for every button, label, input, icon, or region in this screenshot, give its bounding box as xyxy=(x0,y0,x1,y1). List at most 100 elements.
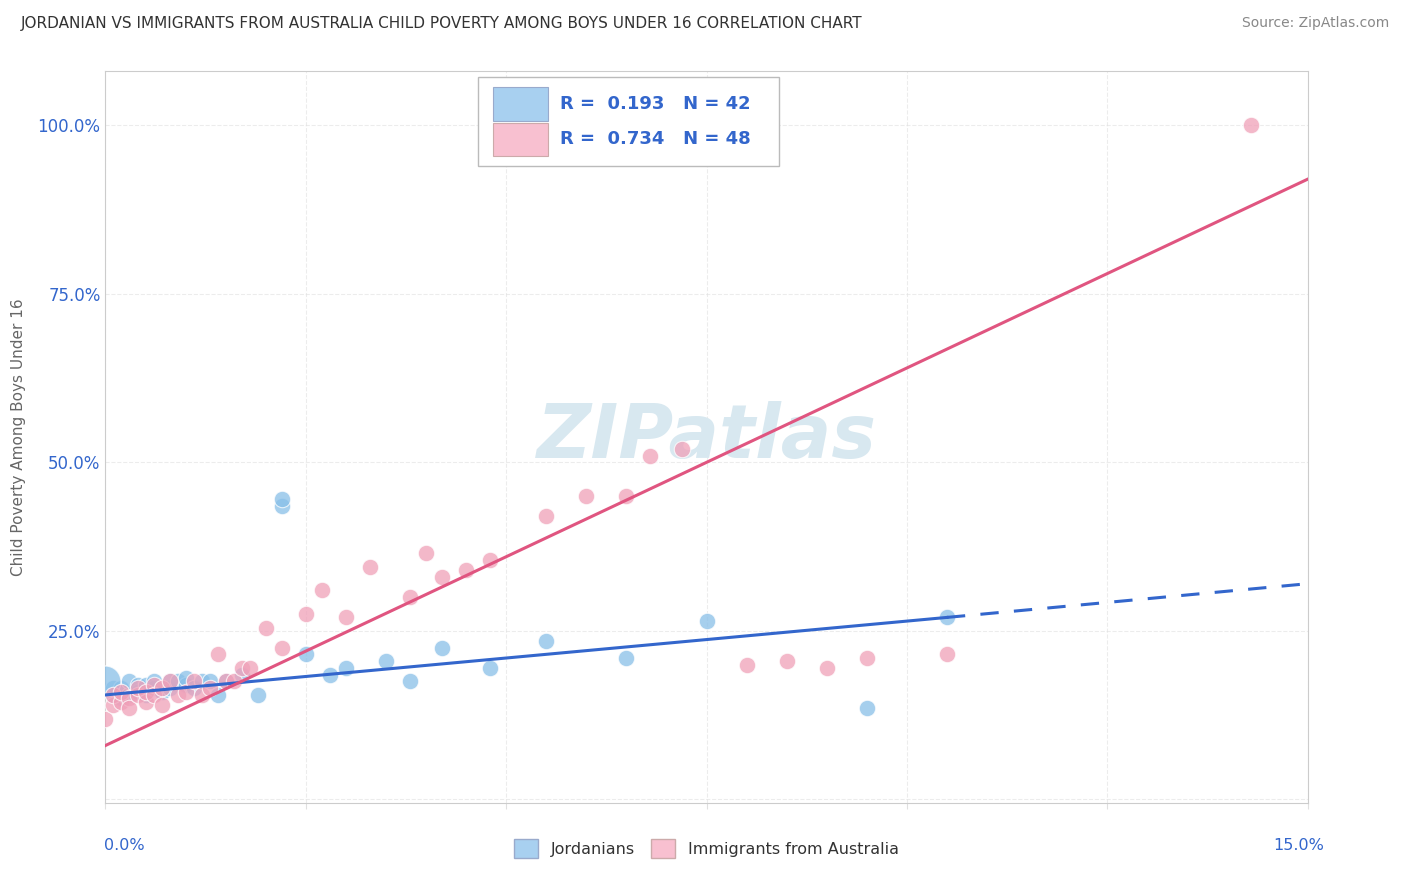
Point xyxy=(183,681,205,696)
Point xyxy=(254,621,277,635)
Point xyxy=(135,678,157,692)
Point xyxy=(616,651,638,665)
Point xyxy=(142,681,165,696)
Point xyxy=(207,648,229,662)
Point xyxy=(815,661,838,675)
Text: R =  0.734   N = 48: R = 0.734 N = 48 xyxy=(560,130,751,148)
Point xyxy=(735,657,758,672)
Point xyxy=(936,610,959,624)
Point xyxy=(415,546,437,560)
Legend: Jordanians, Immigrants from Australia: Jordanians, Immigrants from Australia xyxy=(508,833,905,864)
Point xyxy=(936,648,959,662)
Point xyxy=(616,489,638,503)
Point xyxy=(135,688,157,702)
Point xyxy=(198,681,221,696)
Point xyxy=(231,661,253,675)
Point xyxy=(150,684,173,698)
Point xyxy=(246,688,269,702)
Point xyxy=(359,559,381,574)
Point xyxy=(295,607,318,621)
Text: ZIPatlas: ZIPatlas xyxy=(537,401,876,474)
Point xyxy=(319,667,342,681)
Point xyxy=(270,499,292,513)
Text: 15.0%: 15.0% xyxy=(1274,838,1324,853)
Point xyxy=(110,684,132,698)
Point xyxy=(142,678,165,692)
Point xyxy=(399,674,422,689)
Text: Source: ZipAtlas.com: Source: ZipAtlas.com xyxy=(1241,16,1389,30)
Point xyxy=(166,688,188,702)
Point xyxy=(103,688,125,702)
Point xyxy=(295,648,318,662)
Point xyxy=(142,688,165,702)
Point xyxy=(696,614,718,628)
Point xyxy=(103,688,125,702)
Point xyxy=(335,610,357,624)
Y-axis label: Child Poverty Among Boys Under 16: Child Poverty Among Boys Under 16 xyxy=(11,298,27,576)
Point xyxy=(335,661,357,675)
Point xyxy=(103,681,125,696)
Point xyxy=(479,553,502,567)
Point xyxy=(103,698,125,712)
Point xyxy=(110,691,132,706)
Point xyxy=(534,509,557,524)
Point xyxy=(159,681,181,696)
Point xyxy=(222,674,245,689)
Point xyxy=(135,695,157,709)
Text: R =  0.193   N = 42: R = 0.193 N = 42 xyxy=(560,95,751,113)
Point xyxy=(127,681,149,696)
Point xyxy=(127,678,149,692)
Point xyxy=(311,583,333,598)
Point xyxy=(166,674,188,689)
Point xyxy=(110,684,132,698)
Point xyxy=(159,674,181,689)
Point xyxy=(198,674,221,689)
Point xyxy=(94,674,117,689)
Point xyxy=(270,492,292,507)
Point xyxy=(640,449,662,463)
Text: 0.0%: 0.0% xyxy=(104,838,145,853)
Point xyxy=(118,674,141,689)
Point xyxy=(190,674,212,689)
Point xyxy=(94,712,117,726)
Point xyxy=(776,654,799,668)
Point xyxy=(399,590,422,604)
Point xyxy=(534,634,557,648)
FancyBboxPatch shape xyxy=(492,87,548,121)
Point xyxy=(135,684,157,698)
Point xyxy=(150,681,173,696)
Text: JORDANIAN VS IMMIGRANTS FROM AUSTRALIA CHILD POVERTY AMONG BOYS UNDER 16 CORRELA: JORDANIAN VS IMMIGRANTS FROM AUSTRALIA C… xyxy=(21,16,863,31)
Point xyxy=(479,661,502,675)
Point xyxy=(174,678,197,692)
Point xyxy=(231,667,253,681)
Point xyxy=(207,688,229,702)
Point xyxy=(855,651,877,665)
Point xyxy=(190,688,212,702)
Point xyxy=(118,701,141,715)
Point xyxy=(110,695,132,709)
Point xyxy=(183,674,205,689)
Point xyxy=(150,698,173,712)
Point xyxy=(214,674,236,689)
Point xyxy=(454,563,477,577)
Point xyxy=(150,681,173,696)
Point xyxy=(127,688,149,702)
Point xyxy=(374,654,398,668)
Point xyxy=(159,674,181,689)
Point xyxy=(575,489,598,503)
FancyBboxPatch shape xyxy=(478,78,779,167)
Point xyxy=(110,681,132,696)
Point xyxy=(855,701,877,715)
Point xyxy=(270,640,292,655)
Point xyxy=(430,570,453,584)
Point xyxy=(118,688,141,702)
Point xyxy=(142,674,165,689)
Point xyxy=(118,691,141,706)
Point xyxy=(127,684,149,698)
Point xyxy=(174,684,197,698)
Point xyxy=(214,674,236,689)
Point xyxy=(174,671,197,685)
Point xyxy=(671,442,693,456)
Point xyxy=(239,661,262,675)
Point xyxy=(1240,118,1263,132)
